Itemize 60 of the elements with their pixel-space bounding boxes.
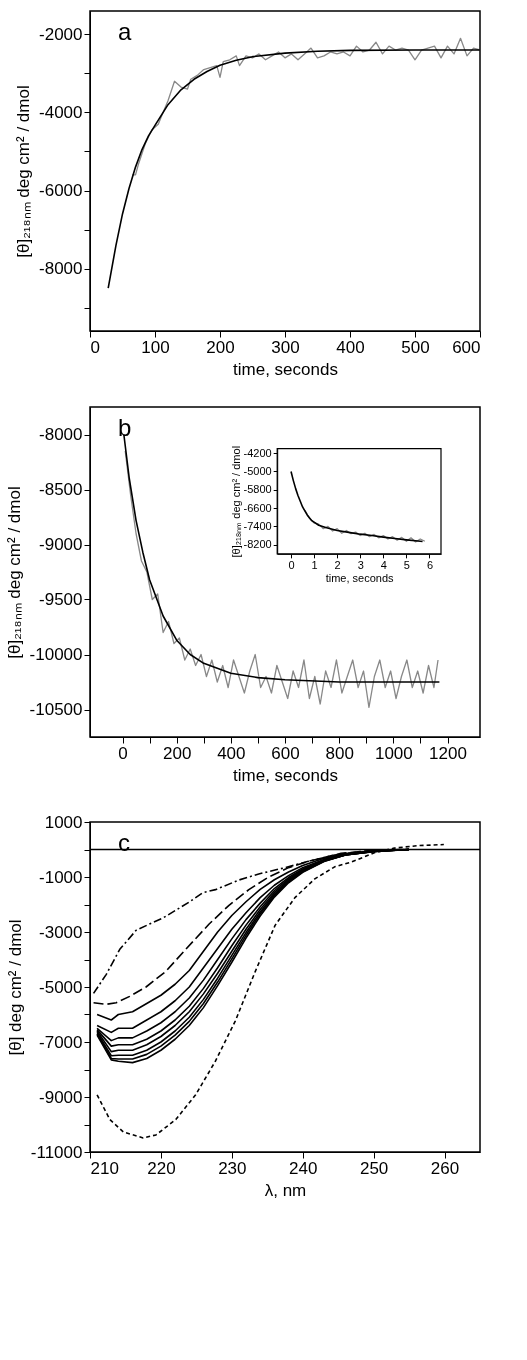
y-tick-label: -3000 [39,922,83,942]
y-tick-label: -9000 [39,535,83,554]
x-tick-label: 200 [162,743,192,763]
x-tick-label: 250 [359,1158,389,1178]
y-axis-title: [θ]₂₁₈ₙₘ deg cm² / dmol [14,85,34,258]
annotation: a [118,18,132,45]
x-tick-label: 4 [380,559,387,572]
y-tick-label: -5000 [243,464,272,477]
x-axis-title: time, seconds [233,765,338,785]
x-tick-label: 400 [217,743,246,763]
x-tick-label: 100 [141,337,170,357]
x-tick-label: 300 [271,337,300,357]
y-axis-title: [θ] deg cm² / dmol [5,919,25,1056]
y-tick-label: -10000 [29,645,83,664]
y-axis-title: [θ]₂₁₈ₙₘ deg cm² / dmol [229,445,242,558]
x-tick-label: 0 [288,559,295,572]
x-tick-label: 0 [118,743,128,763]
x-axis-title: λ, nm [264,1180,307,1200]
x-tick-label: 5 [403,559,410,572]
y-tick-label: -6600 [243,501,272,514]
y-tick-label: -4200 [243,446,272,459]
x-tick-label: 3 [357,559,364,572]
y-tick-label: -9000 [39,1087,83,1107]
y-tick-label: -6000 [39,181,83,201]
x-tick-label: 500 [401,337,430,357]
y-tick-label: -10500 [29,700,83,719]
x-axis-title: time, seconds [233,359,338,379]
y-tick-label: -8000 [39,425,83,444]
x-tick-label: 800 [325,743,354,763]
x-tick-label: 1200 [429,743,467,763]
y-tick-label: 1000 [44,812,83,832]
x-tick-label: 0 [90,337,100,357]
x-tick-label: 400 [336,337,365,357]
y-tick-label: -9500 [39,590,83,609]
y-tick-label: -5000 [39,977,83,997]
x-tick-label: 600 [452,337,481,357]
y-tick-label: -2000 [39,24,83,44]
x-tick-label: 260 [430,1158,460,1178]
y-tick-label: -8200 [243,538,272,551]
y-tick-label: -5800 [243,483,272,496]
y-tick-label: -8500 [39,480,83,499]
x-tick-label: 2 [334,559,341,572]
y-tick-label: -8000 [39,259,83,279]
x-tick-label: 200 [206,337,235,357]
annotation: b [118,414,132,441]
x-tick-label: 1000 [374,743,413,763]
x-tick-label: 240 [289,1158,318,1178]
x-tick-label: 230 [218,1158,247,1178]
y-tick-label: -11000 [30,1142,83,1162]
y-tick-label: -4000 [39,102,83,122]
y-tick-label: -1000 [39,867,83,887]
x-tick-label: 220 [147,1158,176,1178]
x-tick-label: 1 [311,559,318,572]
y-tick-label: -7000 [39,1032,83,1052]
x-tick-label: 210 [90,1158,119,1178]
y-tick-label: -7400 [243,519,272,532]
x-axis-title: time, seconds [325,572,395,585]
y-axis-title: [θ]₂₁₈ₙₘ deg cm² / dmol [4,486,24,659]
x-tick-label: 600 [271,743,300,763]
x-tick-label: 6 [426,559,434,572]
